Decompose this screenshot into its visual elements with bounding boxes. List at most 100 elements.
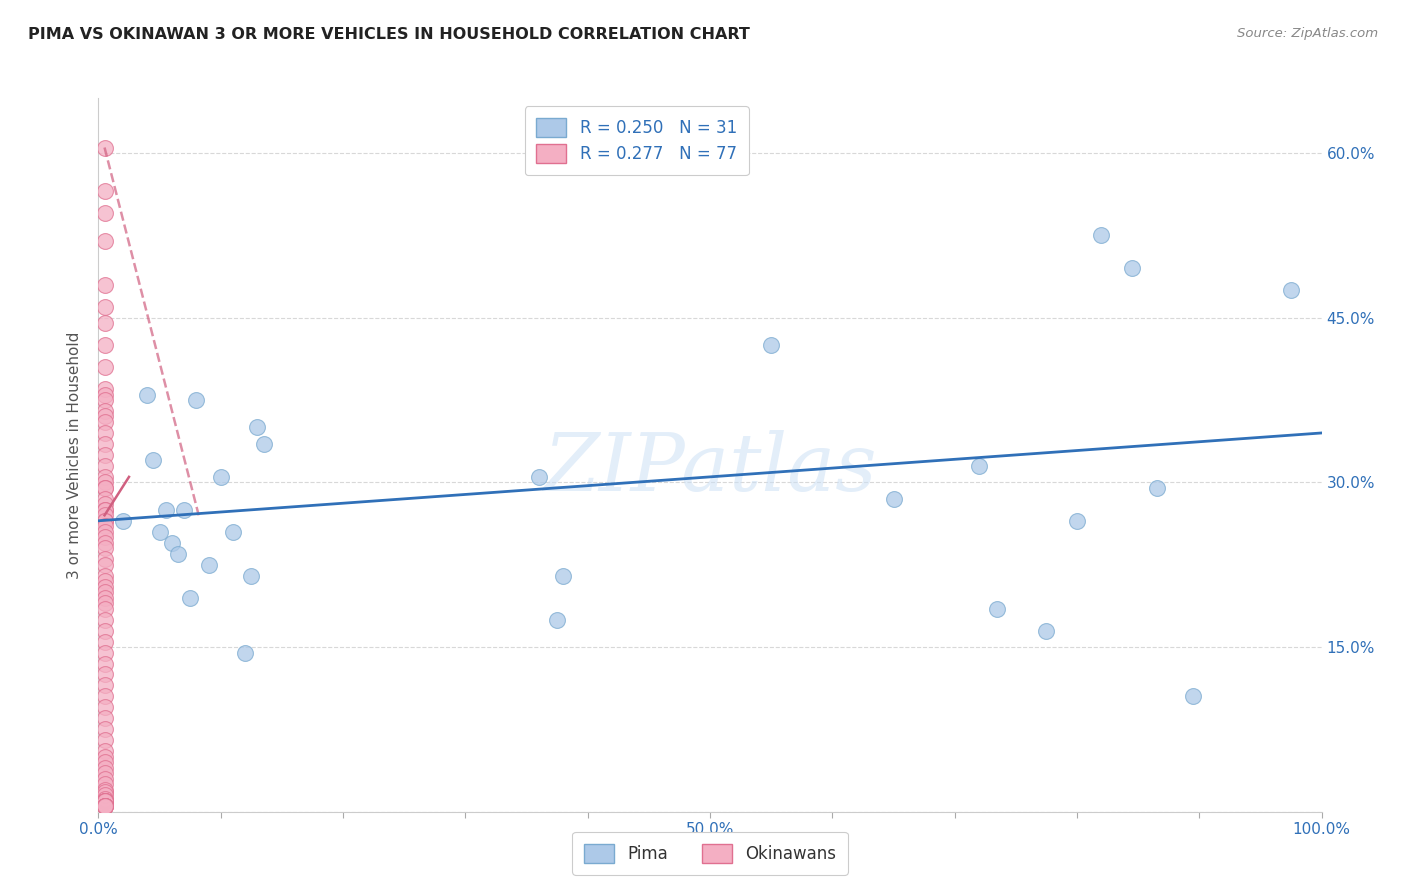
Point xyxy=(967,458,990,473)
Point xyxy=(93,568,115,582)
Point xyxy=(1279,283,1302,297)
Point xyxy=(93,613,115,627)
Point xyxy=(93,514,115,528)
Point xyxy=(155,503,177,517)
Point xyxy=(93,634,115,648)
Point xyxy=(93,585,115,599)
Point xyxy=(93,723,115,737)
Point xyxy=(93,206,115,220)
Point xyxy=(527,470,550,484)
Point xyxy=(93,794,115,808)
Point xyxy=(93,382,115,396)
Y-axis label: 3 or more Vehicles in Household: 3 or more Vehicles in Household xyxy=(67,331,83,579)
Point xyxy=(93,415,115,429)
Point xyxy=(93,794,115,808)
Point xyxy=(209,470,232,484)
Point xyxy=(93,140,115,154)
Point xyxy=(93,799,115,814)
Point xyxy=(173,503,195,517)
Point xyxy=(93,552,115,566)
Text: Source: ZipAtlas.com: Source: ZipAtlas.com xyxy=(1237,27,1378,40)
Point xyxy=(93,300,115,314)
Text: ZIPatlas: ZIPatlas xyxy=(543,431,877,508)
Point xyxy=(93,799,115,814)
Point xyxy=(111,514,134,528)
Point xyxy=(93,481,115,495)
Point xyxy=(93,497,115,511)
Point xyxy=(93,711,115,725)
Point xyxy=(883,491,905,506)
Point xyxy=(160,535,183,549)
Point xyxy=(252,437,274,451)
Point xyxy=(93,470,115,484)
Point xyxy=(93,799,115,814)
Point xyxy=(93,503,115,517)
Point xyxy=(93,409,115,424)
Point xyxy=(93,667,115,681)
Point xyxy=(93,508,115,523)
Point xyxy=(246,420,269,434)
Point xyxy=(93,794,115,808)
Point xyxy=(93,766,115,780)
Point xyxy=(93,425,115,440)
Point xyxy=(233,646,256,660)
Point xyxy=(93,657,115,671)
Point xyxy=(93,530,115,544)
Point xyxy=(93,387,115,401)
Point xyxy=(93,360,115,375)
Point xyxy=(93,558,115,572)
Point xyxy=(93,733,115,747)
Point xyxy=(93,791,115,805)
Point xyxy=(93,458,115,473)
Point xyxy=(93,761,115,775)
Point xyxy=(93,404,115,418)
Point xyxy=(93,624,115,638)
Point xyxy=(93,392,115,407)
Text: PIMA VS OKINAWAN 3 OR MORE VEHICLES IN HOUSEHOLD CORRELATION CHART: PIMA VS OKINAWAN 3 OR MORE VEHICLES IN H… xyxy=(28,27,749,42)
Point xyxy=(546,613,568,627)
Point xyxy=(93,481,115,495)
Point xyxy=(93,596,115,610)
Point xyxy=(93,794,115,808)
Legend: Pima, Okinawans: Pima, Okinawans xyxy=(572,832,848,875)
Point xyxy=(93,448,115,462)
Point xyxy=(93,794,115,808)
Point xyxy=(93,503,115,517)
Point xyxy=(93,234,115,248)
Point xyxy=(761,338,783,352)
Point xyxy=(93,749,115,764)
Point xyxy=(986,601,1008,615)
Point xyxy=(93,772,115,786)
Point xyxy=(167,547,190,561)
Point xyxy=(93,591,115,605)
Point xyxy=(93,678,115,692)
Point xyxy=(93,785,115,799)
Point xyxy=(93,535,115,549)
Point xyxy=(179,591,201,605)
Point xyxy=(93,646,115,660)
Point xyxy=(93,541,115,556)
Point xyxy=(149,524,172,539)
Point xyxy=(93,744,115,758)
Point xyxy=(1090,228,1112,243)
Point xyxy=(240,568,263,582)
Point xyxy=(93,690,115,704)
Point xyxy=(93,514,115,528)
Point xyxy=(93,799,115,814)
Point xyxy=(1066,514,1088,528)
Point xyxy=(93,277,115,292)
Point xyxy=(93,574,115,589)
Point xyxy=(93,519,115,533)
Point xyxy=(93,789,115,803)
Point xyxy=(93,756,115,770)
Point xyxy=(1035,624,1057,638)
Point xyxy=(93,316,115,330)
Point xyxy=(222,524,245,539)
Point xyxy=(197,558,219,572)
Point xyxy=(1182,690,1205,704)
Point xyxy=(93,700,115,714)
Point xyxy=(93,437,115,451)
Point xyxy=(93,782,115,797)
Point xyxy=(93,491,115,506)
Point xyxy=(1146,481,1168,495)
